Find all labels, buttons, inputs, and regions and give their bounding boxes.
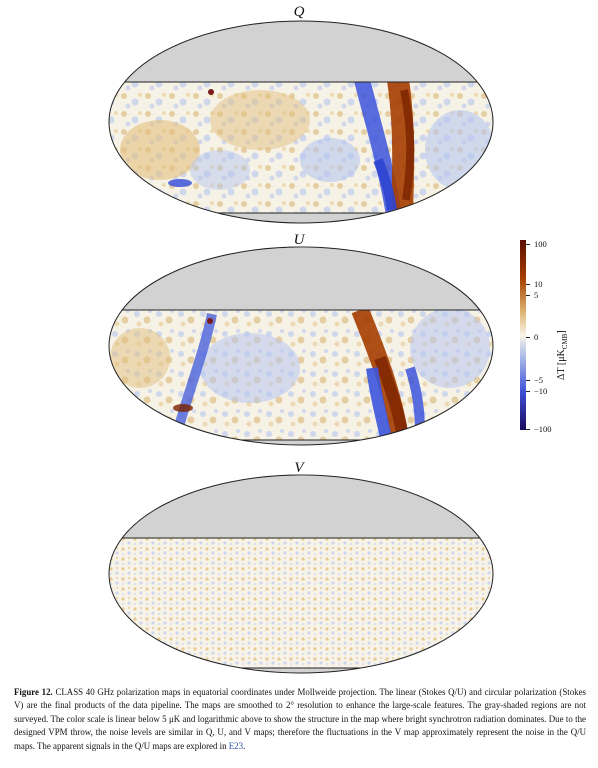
- colorbar: 100 10 5 0 −5 −10 −100 ΔT [μKCMB]: [520, 240, 590, 440]
- colorbar-tick-neg10: −10: [534, 386, 548, 396]
- colorbar-tick-10: 10: [534, 279, 543, 289]
- colorbar-label: ΔT [μKCMB]: [556, 330, 569, 380]
- colorbar-tick-0: 0: [534, 332, 539, 342]
- colorbar-tick-neg100: −100: [534, 424, 552, 434]
- caption-lead: Figure 12.: [14, 687, 53, 697]
- caption-ref-link[interactable]: E23: [228, 740, 244, 751]
- q-polarization-map: [108, 20, 494, 224]
- colorbar-tick-neg5: −5: [534, 375, 544, 385]
- panel-title-u: U: [293, 232, 305, 248]
- colorbar-tick-100: 100: [534, 239, 547, 249]
- u-polarization-map: [108, 246, 494, 446]
- colorbar-gradient: [520, 240, 526, 430]
- panel-title-q: Q: [293, 4, 305, 20]
- colorbar-tick-5: 5: [534, 290, 539, 300]
- panel-title-v: V: [294, 460, 304, 476]
- caption-text: CLASS 40 GHz polarization maps in equato…: [14, 687, 586, 751]
- v-polarization-map: [108, 474, 494, 674]
- figure-caption: Figure 12. CLASS 40 GHz polarization map…: [14, 687, 586, 751]
